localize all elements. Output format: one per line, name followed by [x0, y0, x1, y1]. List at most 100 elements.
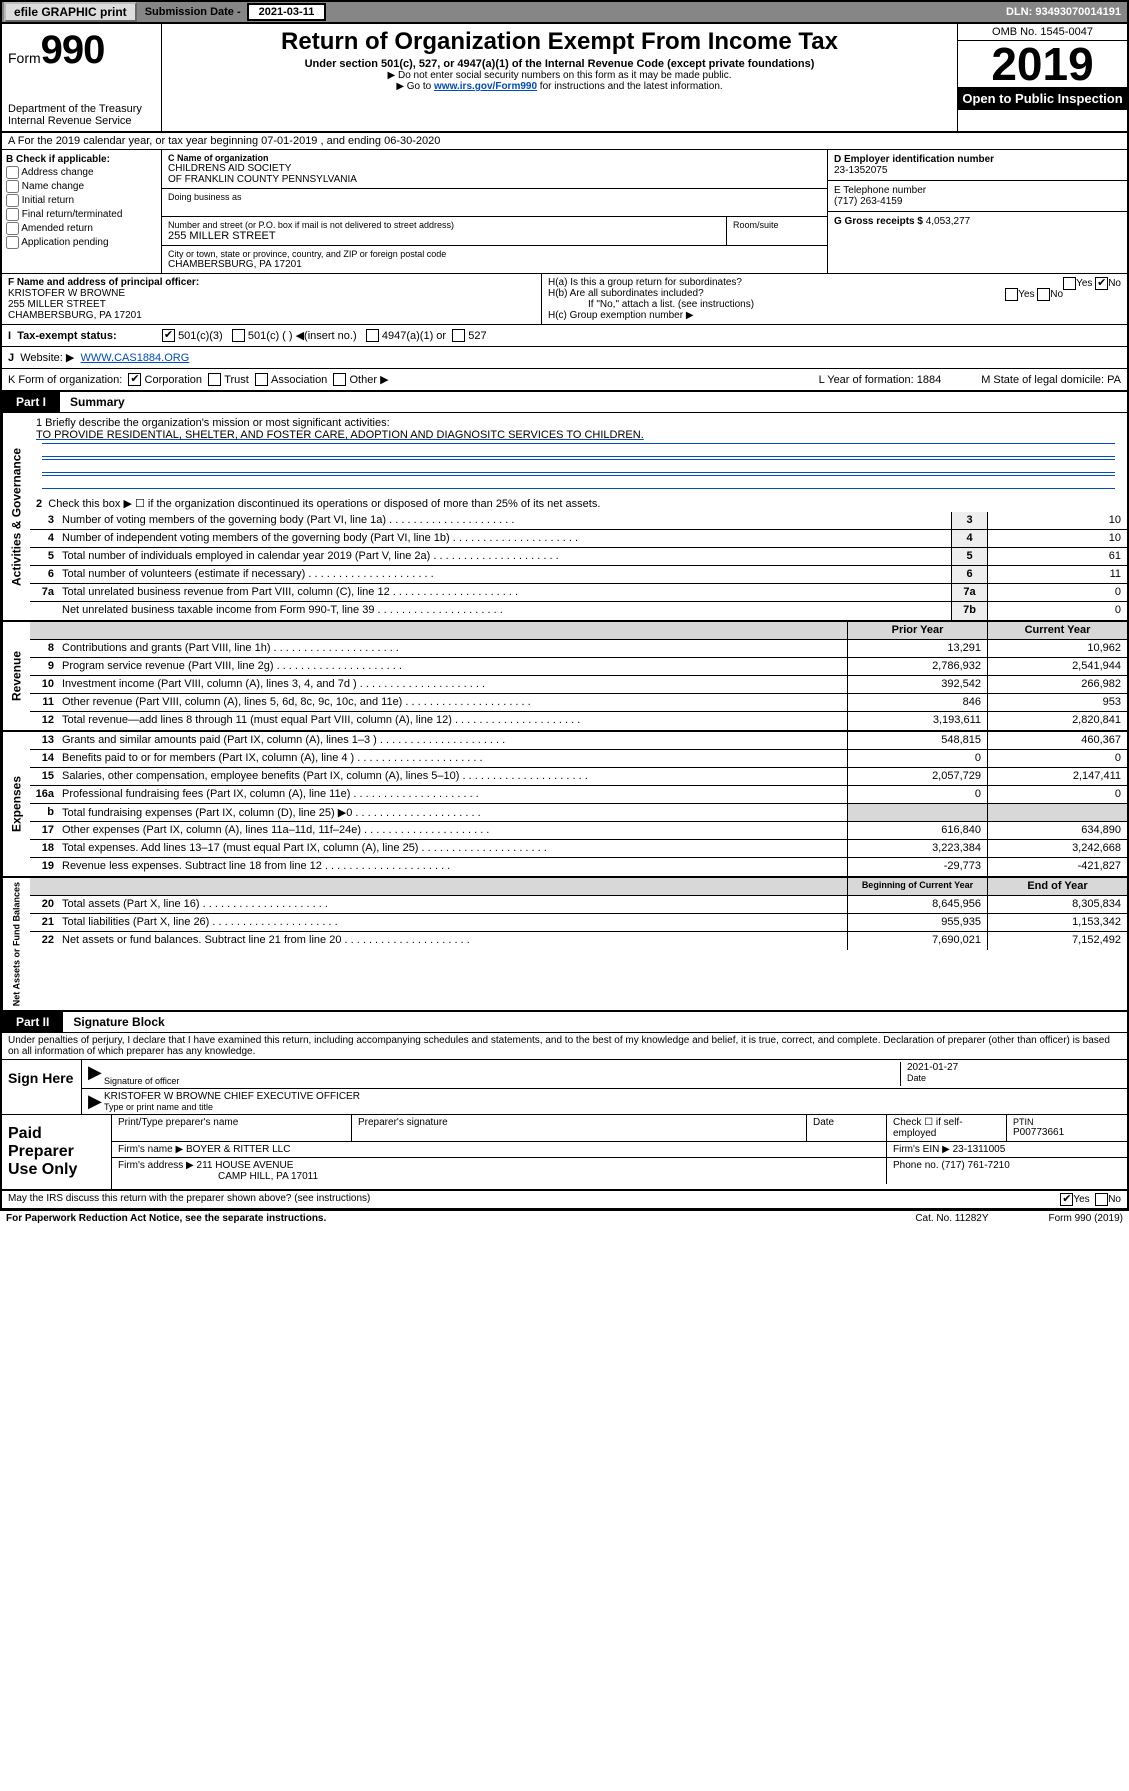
chk-amended[interactable]: Amended return	[6, 222, 157, 235]
efile-button[interactable]: efile GRAPHIC print	[4, 2, 137, 22]
k-assoc[interactable]	[255, 373, 268, 386]
summary-row: 10 Investment income (Part VIII, column …	[30, 676, 1127, 694]
arrow-icon: ▶	[88, 1091, 104, 1112]
firm-name-label: Firm's name ▶	[118, 1144, 183, 1155]
hc-label: H(c) Group exemption number ▶	[548, 310, 1121, 321]
discuss-label: May the IRS discuss this return with the…	[8, 1193, 370, 1206]
chk-address-change[interactable]: Address change	[6, 166, 157, 179]
summary-row: 19 Revenue less expenses. Subtract line …	[30, 858, 1127, 876]
form-note-ssn: ▶ Do not enter social security numbers o…	[170, 70, 949, 81]
side-net-assets: Net Assets or Fund Balances	[2, 878, 30, 1010]
k-other[interactable]	[333, 373, 346, 386]
form-title: Return of Organization Exempt From Incom…	[170, 28, 949, 56]
side-expenses: Expenses	[2, 732, 30, 876]
arrow-icon: ▶	[88, 1062, 104, 1086]
irs-label: Internal Revenue Service	[8, 115, 155, 127]
discuss-no[interactable]	[1095, 1193, 1108, 1206]
discuss-yes[interactable]	[1060, 1193, 1073, 1206]
i-501c3[interactable]	[162, 329, 175, 342]
ptin-value: P00773661	[1013, 1127, 1121, 1138]
summary-row: Net unrelated business taxable income fr…	[30, 602, 1127, 620]
firm-ein-label: Firm's EIN ▶	[893, 1144, 950, 1155]
summary-row: 14 Benefits paid to or for members (Part…	[30, 750, 1127, 768]
f-officer-label: F Name and address of principal officer:	[8, 277, 535, 288]
k-trust[interactable]	[208, 373, 221, 386]
ha-no[interactable]	[1095, 277, 1108, 290]
chk-app-pending[interactable]: Application pending	[6, 236, 157, 249]
prep-h-name: Print/Type preparer's name	[112, 1115, 352, 1141]
sign-here-label: Sign Here	[2, 1060, 82, 1114]
i-label: I Tax-exempt status:	[8, 330, 162, 342]
dba-label: Doing business as	[168, 192, 821, 202]
c-name-label: C Name of organization	[168, 153, 821, 163]
prep-h-date: Date	[807, 1115, 887, 1141]
prep-h-sig: Preparer's signature	[352, 1115, 807, 1141]
part-ii-tag: Part II	[2, 1012, 63, 1032]
officer-name: KRISTOFER W BROWNE CHIEF EXECUTIVE OFFIC…	[104, 1091, 1121, 1102]
irs-link[interactable]: www.irs.gov/Form990	[434, 81, 537, 92]
form-number: 990	[41, 28, 105, 72]
line2: Check this box ▶ ☐ if the organization d…	[48, 498, 600, 510]
hb-no[interactable]	[1037, 288, 1050, 301]
ha-yes[interactable]	[1063, 277, 1076, 290]
submission-date: 2021-03-11	[247, 3, 327, 21]
firm-addr1: 211 HOUSE AVENUE	[197, 1160, 294, 1171]
date-label: Date	[907, 1073, 1121, 1083]
chk-final-return[interactable]: Final return/terminated	[6, 208, 157, 221]
k-corp[interactable]	[128, 373, 141, 386]
summary-row: 18 Total expenses. Add lines 13–17 (must…	[30, 840, 1127, 858]
ha-label: H(a) Is this a group return for subordin…	[548, 277, 742, 288]
d-ein-label: D Employer identification number	[834, 154, 1121, 165]
summary-row: 20 Total assets (Part X, line 16) 8,645,…	[30, 896, 1127, 914]
line1-mission: TO PROVIDE RESIDENTIAL, SHELTER, AND FOS…	[36, 429, 1121, 441]
summary-row: 17 Other expenses (Part IX, column (A), …	[30, 822, 1127, 840]
dln: DLN: 93493070014191	[1006, 6, 1127, 18]
d-ein-value: 23-1352075	[834, 165, 1121, 176]
summary-row: 8 Contributions and grants (Part VIII, l…	[30, 640, 1127, 658]
part-ii-title: Signature Block	[63, 1015, 164, 1029]
col-current: Current Year	[987, 622, 1127, 639]
f-officer-name: KRISTOFER W BROWNE	[8, 288, 535, 299]
summary-row: 21 Total liabilities (Part X, line 26) 9…	[30, 914, 1127, 932]
form-footer: Form 990 (2019)	[1049, 1213, 1123, 1224]
col-prior: Prior Year	[847, 622, 987, 639]
form-prefix: Form	[8, 50, 41, 66]
e-phone-value: (717) 263-4159	[834, 196, 1121, 207]
room-label: Room/suite	[733, 220, 821, 230]
hb-label: H(b) Are all subordinates included?	[548, 288, 704, 299]
i-527[interactable]	[452, 329, 465, 342]
summary-row: 12 Total revenue—add lines 8 through 11 …	[30, 712, 1127, 730]
city-value: CHAMBERSBURG, PA 17201	[168, 259, 821, 270]
paperwork-notice: For Paperwork Reduction Act Notice, see …	[6, 1213, 326, 1224]
j-label: Website: ▶	[20, 351, 74, 364]
summary-row: 15 Salaries, other compensation, employe…	[30, 768, 1127, 786]
type-name-label: Type or print name and title	[104, 1102, 1121, 1112]
cat-no: Cat. No. 11282Y	[915, 1213, 988, 1224]
chk-name-change[interactable]: Name change	[6, 180, 157, 193]
website-link[interactable]: WWW.CAS1884.ORG	[80, 352, 189, 364]
firm-ein: 23-1311005	[953, 1144, 1006, 1155]
summary-row: 3 Number of voting members of the govern…	[30, 512, 1127, 530]
perjury-text: Under penalties of perjury, I declare th…	[2, 1033, 1127, 1060]
g-gross-value: 4,053,277	[926, 216, 971, 227]
street-label: Number and street (or P.O. box if mail i…	[168, 220, 720, 230]
city-label: City or town, state or province, country…	[168, 249, 821, 259]
open-public-badge: Open to Public Inspection	[958, 87, 1127, 110]
i-501c[interactable]	[232, 329, 245, 342]
sig-officer-label: Signature of officer	[104, 1076, 900, 1086]
org-name-2: OF FRANKLIN COUNTY PENNSYLVANIA	[168, 174, 821, 185]
section-b-checkboxes: B Check if applicable: Address change Na…	[2, 150, 162, 273]
i-4947[interactable]	[366, 329, 379, 342]
firm-name: BOYER & RITTER LLC	[186, 1144, 290, 1155]
hb-yes[interactable]	[1005, 288, 1018, 301]
top-toolbar: efile GRAPHIC print Submission Date - 20…	[0, 0, 1129, 24]
street-value: 255 MILLER STREET	[168, 230, 720, 242]
firm-addr-label: Firm's address ▶	[118, 1160, 194, 1171]
summary-row: 13 Grants and similar amounts paid (Part…	[30, 732, 1127, 750]
b-header: B Check if applicable:	[6, 154, 157, 165]
e-phone-label: E Telephone number	[834, 185, 1121, 196]
summary-row: 4 Number of independent voting members o…	[30, 530, 1127, 548]
summary-row: 7a Total unrelated business revenue from…	[30, 584, 1127, 602]
row-a-period: A For the 2019 calendar year, or tax yea…	[2, 133, 1127, 150]
chk-initial-return[interactable]: Initial return	[6, 194, 157, 207]
